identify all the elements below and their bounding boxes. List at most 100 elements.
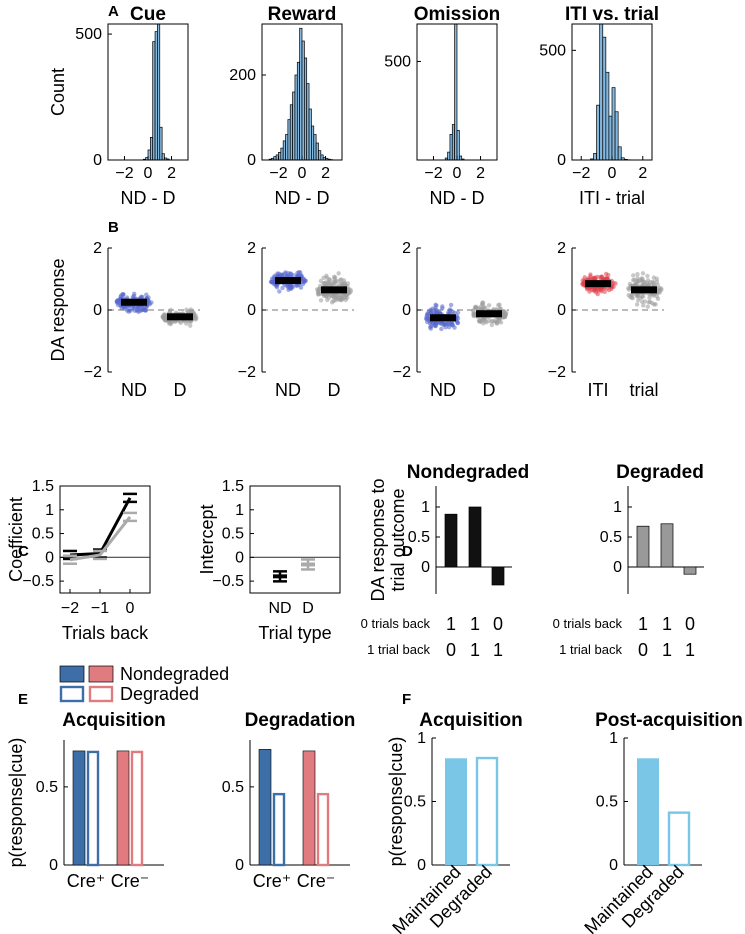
chart-title: Degradation	[245, 710, 356, 731]
bar-degraded	[316, 792, 330, 867]
histogram-bar	[280, 147, 284, 161]
y-tick-label: 0	[247, 302, 256, 319]
swarm-point	[324, 280, 330, 285]
category-label: Cre⁺	[253, 871, 292, 891]
chart-title: Acquisition	[62, 710, 165, 731]
swarm-point	[427, 324, 433, 330]
legend-swatch-degraded-blue	[59, 685, 85, 703]
histogram-bar	[150, 136, 154, 161]
histogram-bar	[454, 23, 458, 161]
swarm-point	[424, 316, 430, 321]
y-tick-label: −2	[84, 364, 102, 381]
x-tick-label: 0	[126, 600, 135, 617]
histogram-bar	[308, 108, 312, 161]
y-tick-label: 0.5	[404, 794, 426, 811]
bar-degraded	[130, 750, 144, 867]
y-axis-label: p(response|cue)	[386, 737, 406, 867]
swarm-point	[338, 277, 343, 283]
axes-box	[107, 23, 189, 161]
category-label: ND	[275, 380, 301, 400]
x-axis-label: ND - D	[430, 188, 485, 208]
y-tick-label: 0	[421, 559, 430, 576]
intercept-marker	[301, 562, 315, 567]
swarm-point	[595, 291, 600, 297]
swarm-point	[657, 287, 662, 292]
swarm-point	[193, 317, 198, 322]
swarm-point	[332, 275, 338, 280]
category-label: D	[302, 600, 314, 617]
y-tick-label: 0	[609, 857, 618, 874]
swarm-point	[160, 314, 165, 320]
chart-title: Omission	[414, 4, 501, 25]
panel-label-B: B	[108, 219, 119, 236]
chart-title: Acquisition	[419, 710, 522, 731]
x-axis-label: ND - D	[121, 188, 176, 208]
swarm-point	[448, 302, 454, 308]
x-axis-label: Trials back	[62, 623, 149, 643]
x-axis-label: Trial type	[258, 623, 331, 643]
swarm-point	[440, 304, 445, 309]
swarm-point	[345, 295, 350, 300]
y-tick-label: 0	[402, 302, 411, 319]
mean-bar	[631, 286, 657, 294]
swarm-point	[635, 272, 640, 277]
y-tick-label: 500	[75, 26, 102, 43]
swarm-point	[627, 281, 633, 287]
swarm-point	[641, 303, 646, 308]
y-tick-label: 0	[93, 302, 102, 319]
swarm-point	[635, 275, 640, 281]
swarm-point	[631, 277, 636, 283]
swarm-point	[439, 326, 444, 332]
histogram-bar	[451, 124, 455, 161]
histogram-bar	[593, 153, 597, 161]
y-tick-label: 1	[609, 730, 618, 747]
histogram-bar	[294, 74, 298, 161]
swarm-point	[298, 270, 303, 275]
swarm-point	[655, 282, 660, 287]
y-tick-label: 0	[557, 152, 566, 169]
category-label: ND	[121, 380, 147, 400]
swarm-point	[599, 274, 604, 279]
swarm-point	[649, 300, 655, 306]
y-axis-label: DA response	[48, 258, 68, 361]
y-tick-label: 0.5	[36, 779, 58, 796]
swarm-point	[143, 308, 148, 313]
legend-swatch-nondegraded-red	[88, 665, 114, 683]
histogram-bar	[320, 154, 324, 161]
histogram-bar	[285, 134, 289, 161]
swarm-point	[471, 313, 477, 318]
histogram-bar	[605, 71, 610, 161]
row2-value: 1	[493, 640, 503, 660]
swarm-point	[478, 319, 483, 324]
row2-value: 1	[662, 640, 672, 660]
category-label: ITI	[588, 380, 609, 400]
row-label-1-trial-back: 1 trial back	[367, 642, 430, 657]
swarm-point	[280, 285, 285, 291]
chart-title: ITI vs. trial	[565, 4, 659, 25]
y-tick-label: 0.5	[222, 779, 244, 796]
swarm-point	[496, 318, 502, 324]
y-tick-label: 0	[417, 857, 426, 874]
histogram-bar	[449, 134, 453, 161]
histogram-bar	[447, 151, 451, 161]
panel-label-C: C	[18, 543, 29, 560]
legend-label-degraded: Degraded	[120, 684, 199, 704]
histogram-bar	[304, 57, 308, 161]
y-tick-label: −0.5	[22, 573, 54, 590]
histogram-bar	[296, 61, 300, 161]
y-tick-label: 0.5	[32, 526, 54, 543]
swarm-point	[591, 288, 597, 294]
legend-label-nondegraded: Nondegraded	[120, 664, 229, 684]
row2-value: 1	[685, 640, 695, 660]
swarm-point	[329, 300, 335, 305]
swarm-point	[168, 307, 173, 313]
histogram-bar	[611, 87, 616, 161]
y-tick-label: 0	[45, 549, 54, 566]
x-axis-label: ITI - trial	[579, 188, 645, 208]
y-tick-label: 1.5	[222, 478, 244, 495]
y-axis-label: p(response|cue)	[6, 738, 26, 868]
x-axis-label: ND - D	[275, 188, 330, 208]
histogram-bar	[608, 115, 613, 161]
swarm-point	[132, 291, 137, 297]
